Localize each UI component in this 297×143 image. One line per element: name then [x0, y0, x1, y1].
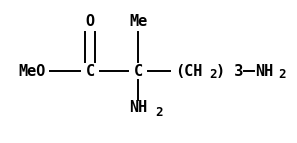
Text: 2: 2	[278, 68, 285, 82]
Text: C: C	[133, 63, 143, 79]
Text: 2: 2	[209, 68, 217, 82]
Text: NH: NH	[255, 63, 273, 79]
Text: (CH: (CH	[175, 63, 202, 79]
Text: O: O	[86, 14, 94, 29]
Text: NH: NH	[129, 101, 147, 116]
Text: 2: 2	[155, 106, 162, 119]
Text: ) 3: ) 3	[216, 63, 243, 79]
Text: MeO: MeO	[18, 63, 45, 79]
Text: C: C	[86, 63, 94, 79]
Text: Me: Me	[129, 14, 147, 29]
